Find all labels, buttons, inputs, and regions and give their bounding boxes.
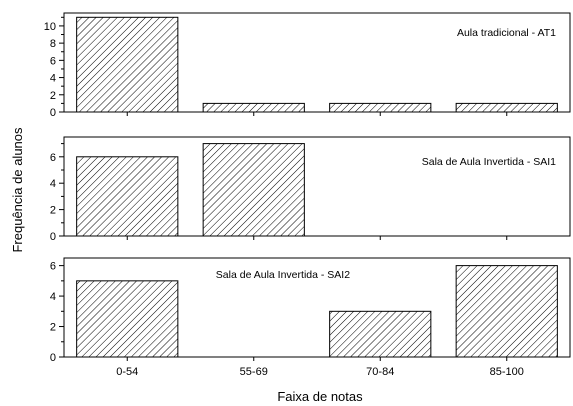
bar-70-84 [329,310,432,358]
panel-annotation: Sala de Aula Invertida - SAI2 [216,269,350,281]
panel-frame [63,12,571,113]
y-tick-label: 6 [50,152,56,164]
panel-frame [63,257,571,358]
bar-85-100 [455,265,558,358]
x-axis-label: Faixa de notas [277,389,363,404]
bar-0-54 [76,156,179,237]
bar-55-69 [202,102,305,113]
x-tick-label: 70-84 [366,366,394,378]
y-tick-label: 0 [50,107,56,119]
y-tick-label: 2 [50,322,56,334]
chart-panels: 0 2 4 6 8 10 Aula tradicional - AT1 0 2 4 6 Sala de… [44,12,571,378]
y-tick-label: 6 [50,55,56,67]
panel-1: 0 2 4 6 8 10 Aula tradicional - AT1 [44,12,571,119]
bar-70-84 [329,102,432,113]
x-tick-label: 0-54 [116,366,138,378]
y-tick-label: 4 [50,291,56,303]
bar-85-100 [455,102,558,113]
x-tick-label: 85-100 [490,366,524,378]
y-tick-label: 8 [50,38,56,50]
panel-frame [63,136,571,237]
y-axis-label: Frequência de alunos [10,127,25,253]
bar-55-69 [202,143,305,237]
y-tick-label: 6 [50,261,56,273]
panel-annotation: Aula tradicional - AT1 [457,27,556,39]
bar-0-54 [76,16,179,113]
bar-0-54 [76,280,179,358]
y-tick-label: 4 [50,73,56,85]
panel-annotation: Sala de Aula Invertida - SAI1 [422,156,556,168]
y-tick-label: 2 [50,90,56,102]
y-tick-label: 0 [50,231,56,243]
y-tick-label: 10 [44,21,56,33]
panel-2: 0 2 4 6 Sala de Aula Invertida - SAI1 [50,136,571,243]
y-tick-label: 2 [50,205,56,217]
x-tick-label: 55-69 [240,366,268,378]
y-tick-label: 0 [50,352,56,364]
y-tick-label: 4 [50,178,56,190]
panel-3: 0 2 4 6 Sala de Aula Invertida - SAI2 [50,257,571,364]
